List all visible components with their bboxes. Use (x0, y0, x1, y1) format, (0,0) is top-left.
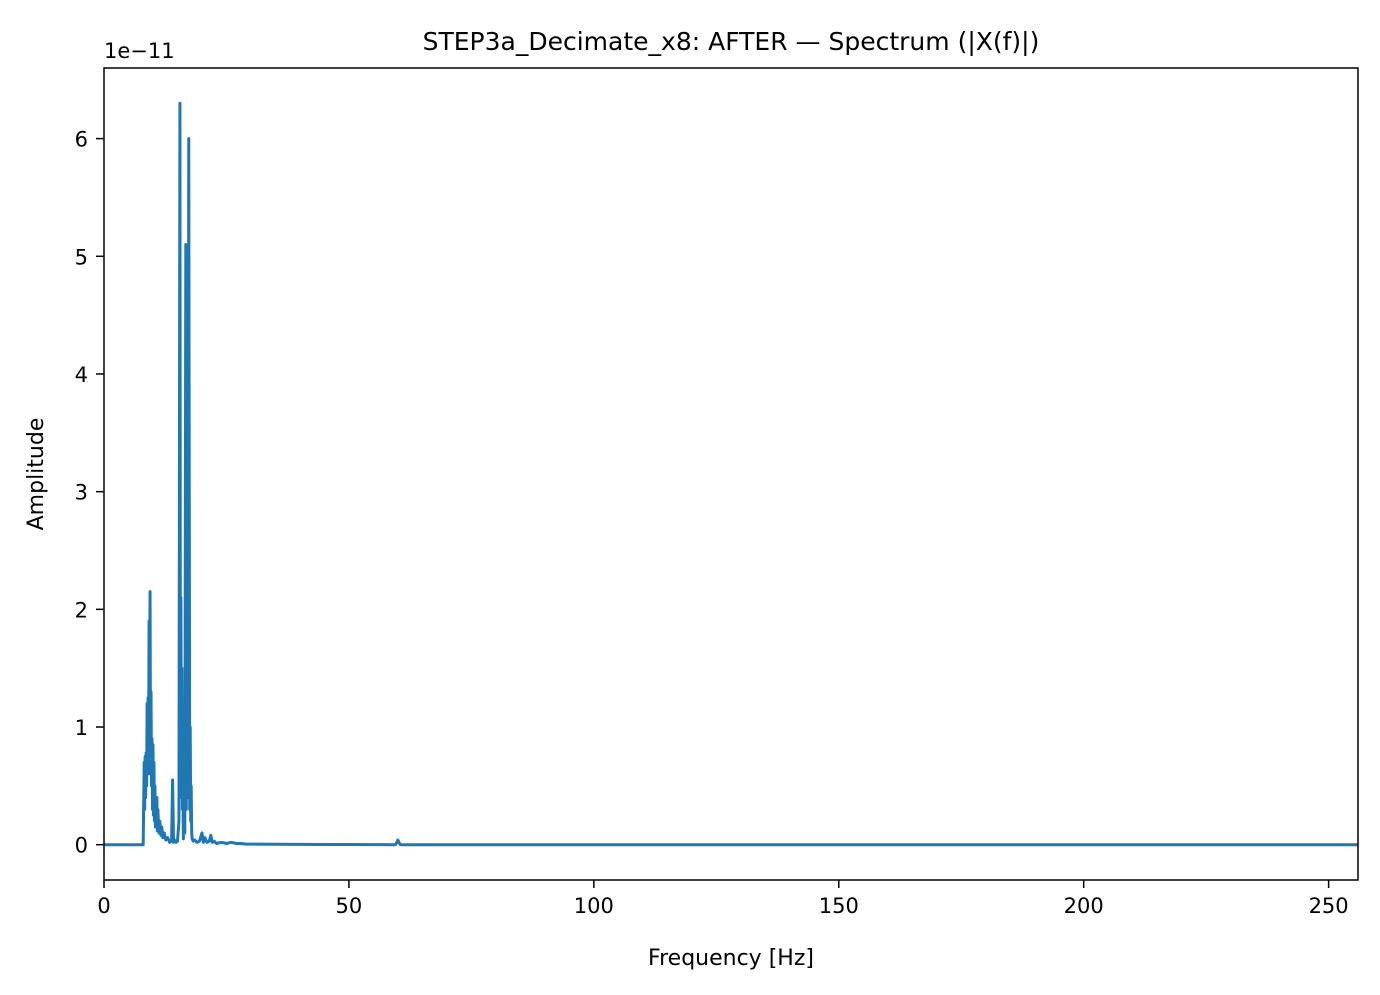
y-tick-label: 4 (75, 363, 88, 387)
y-axis-label: Amplitude (24, 418, 49, 531)
x-tick-label: 50 (336, 894, 363, 918)
x-tick-label: 250 (1309, 894, 1349, 918)
y-tick-label: 1 (75, 716, 88, 740)
y-offset-label: 1e−11 (104, 39, 175, 63)
y-axis-ticks: 0 1 2 3 4 5 6 (75, 128, 104, 858)
x-tick-label: 0 (97, 894, 110, 918)
y-tick-label: 3 (75, 481, 88, 505)
y-tick-label: 0 (75, 834, 88, 858)
x-tick-label: 150 (819, 894, 859, 918)
series-line-group (104, 101, 1358, 847)
x-axis-label: Frequency [Hz] (648, 946, 814, 971)
y-tick-label: 2 (75, 598, 88, 622)
plot-frame (103, 67, 1359, 881)
y-tick-label: 5 (75, 245, 88, 269)
series-line-0 (104, 101, 1358, 847)
x-tick-label: 200 (1064, 894, 1104, 918)
x-axis-ticks: 0 50 100 150 200 250 (97, 880, 1349, 918)
x-tick-label: 100 (574, 894, 614, 918)
y-tick-label: 6 (75, 128, 88, 152)
chart-title: STEP3a_Decimate_x8: AFTER — Spectrum (|X… (423, 27, 1040, 56)
